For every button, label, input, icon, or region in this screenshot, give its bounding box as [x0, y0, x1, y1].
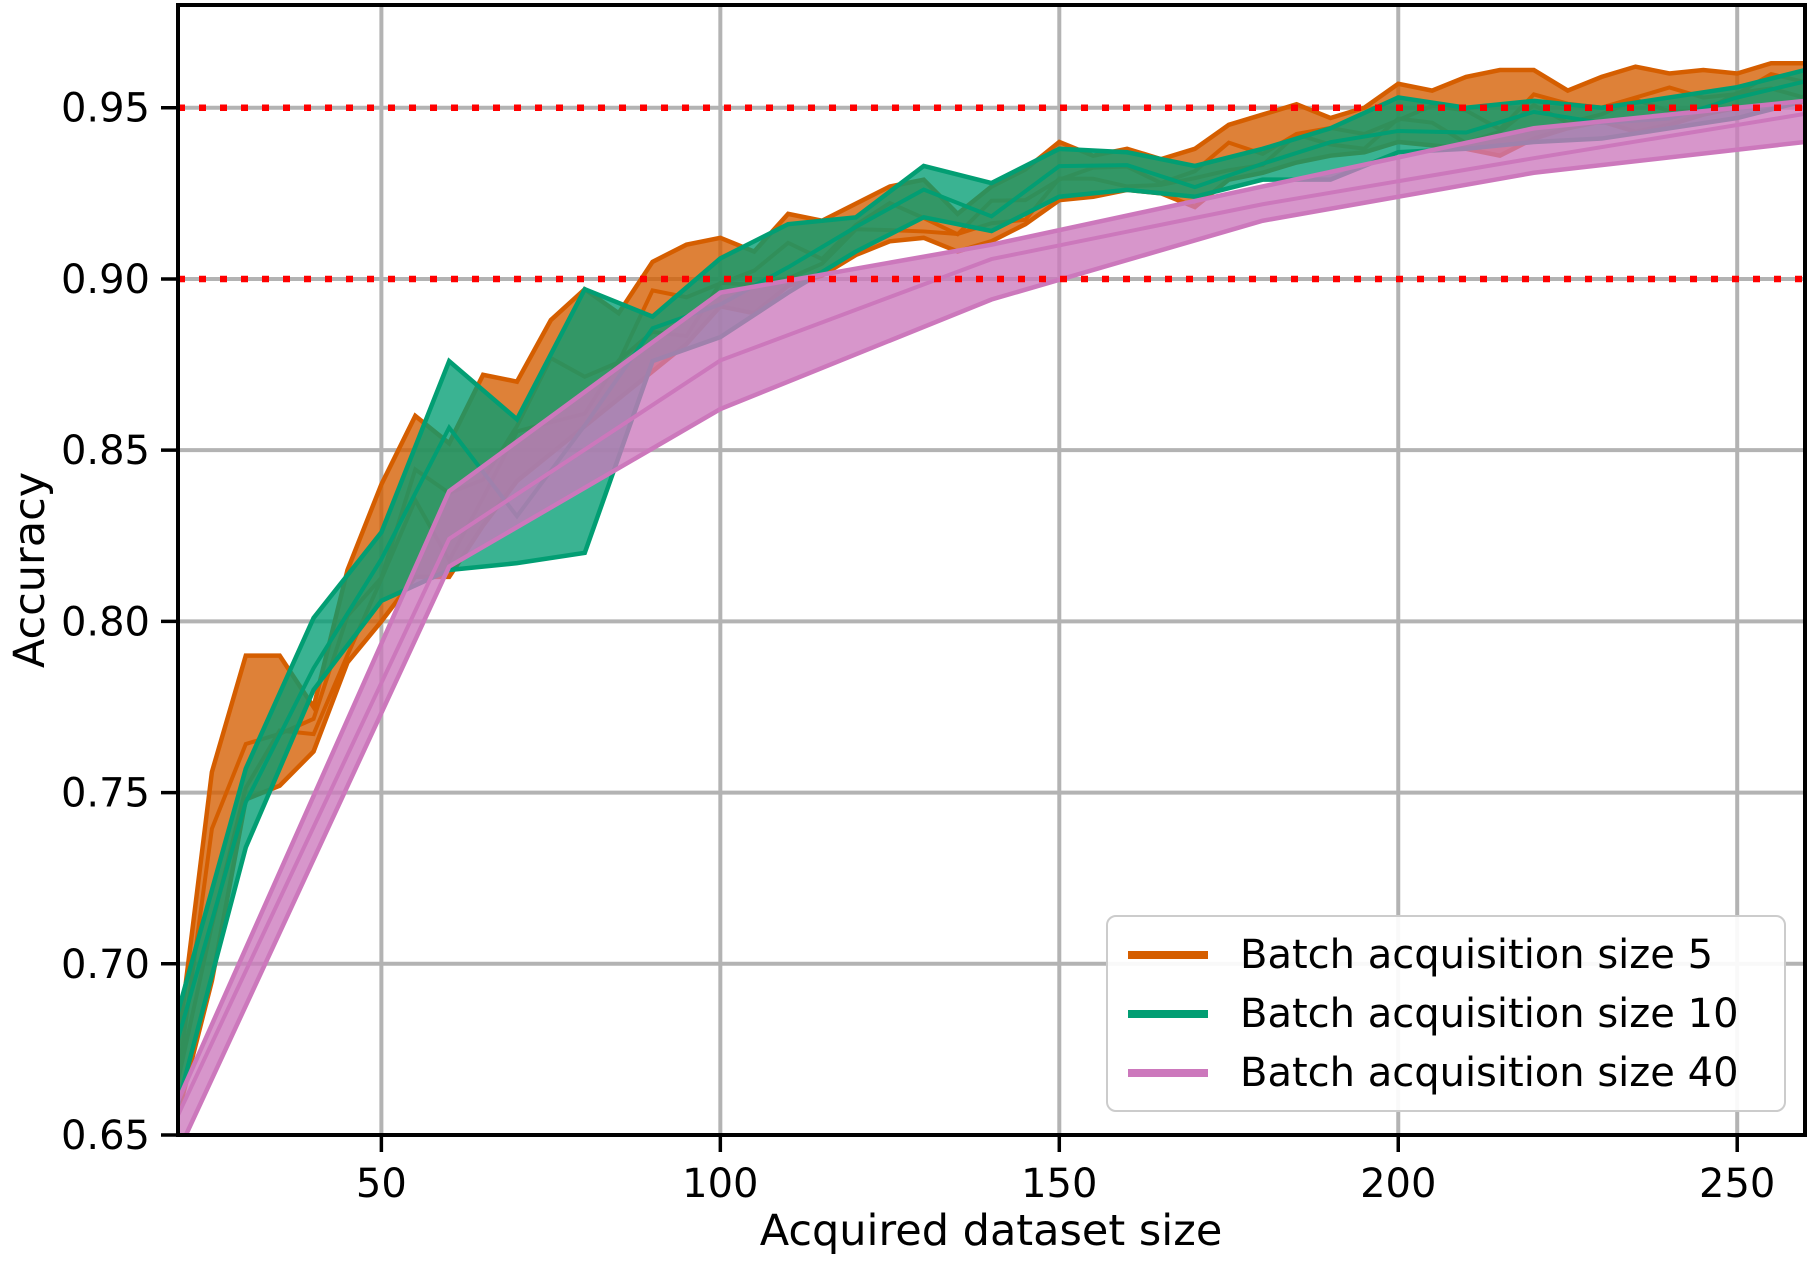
series-trial-line: [178, 111, 1805, 1116]
x-tick-label: 150: [1021, 1161, 1097, 1207]
x-tick-label: 200: [1360, 1161, 1436, 1207]
legend-item: Batch acquisition size 5: [1128, 935, 1764, 975]
y-tick-label: 0.70: [61, 942, 150, 988]
legend-swatch-batch-5: [1128, 950, 1208, 959]
legend: Batch acquisition size 5 Batch acquisiti…: [1106, 915, 1786, 1112]
x-tick-label: 100: [682, 1161, 758, 1207]
legend-swatch-batch-10: [1128, 1009, 1208, 1018]
y-tick-label: 0.75: [61, 771, 150, 817]
series-lower-line: [183, 139, 1805, 1135]
legend-label: Batch acquisition size 10: [1240, 990, 1739, 1037]
legend-item: Batch acquisition size 40: [1128, 1053, 1764, 1093]
y-tick-label: 0.85: [61, 428, 150, 474]
y-tick-label: 0.90: [61, 257, 150, 303]
legend-label: Batch acquisition size 5: [1240, 931, 1714, 978]
x-axis-label: Acquired dataset size: [760, 1206, 1223, 1256]
series-upper-line: [178, 67, 1805, 1013]
plot-frame: [176, 3, 1807, 1137]
series-trial-line: [178, 79, 1805, 1040]
y-tick-label: 0.65: [61, 1113, 150, 1159]
x-tick-label: 250: [1699, 1161, 1775, 1207]
series-layer: [178, 60, 1805, 1135]
axes-layer: 50 100 150 200 250 0.65 0.70 0.75 0.80 0.85 0.90 0.…: [61, 3, 1807, 1207]
legend-item: Batch acquisition size 10: [1128, 994, 1764, 1034]
x-tick-label: 50: [356, 1161, 407, 1207]
legend-swatch-batch-40: [1128, 1068, 1208, 1077]
legend-label: Batch acquisition size 40: [1240, 1049, 1739, 1096]
y-tick-label: 0.95: [61, 86, 150, 132]
series-band-2: [178, 70, 1805, 1105]
series-upper-line: [178, 98, 1805, 1102]
y-axis-label: Accuracy: [5, 472, 55, 668]
y-tick-label: 0.80: [61, 599, 150, 645]
